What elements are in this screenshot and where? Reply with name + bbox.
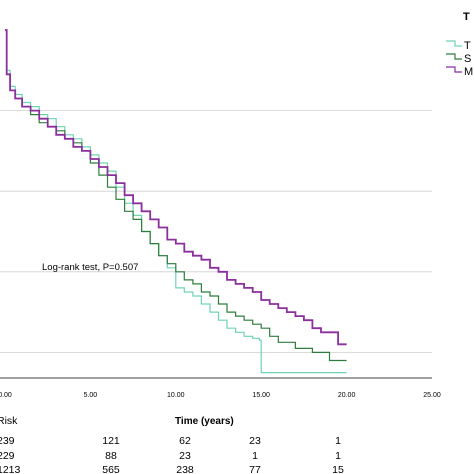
grid-lines xyxy=(0,110,432,353)
x-tick-label: 5.00 xyxy=(84,392,98,399)
legend-swatch xyxy=(446,66,462,73)
risk-table-cell: 1 xyxy=(252,450,258,462)
annotation-text: Log-rank test, P=0.507 xyxy=(42,262,138,273)
legend-title: T xyxy=(463,11,470,23)
legend: T TSM xyxy=(446,11,473,78)
x-tick-label: 20.00 xyxy=(338,392,356,399)
risk-table-cell: 121 xyxy=(102,435,120,447)
legend-label: T xyxy=(464,40,471,52)
x-tick-label: 25.00 xyxy=(423,392,441,399)
risk-table-cell: 77 xyxy=(249,464,261,474)
risk-table-cell: 23 xyxy=(179,450,191,462)
legend-label: M xyxy=(464,66,473,78)
x-tick-labels: 0.00 5.00 10.00 15.00 20.00 25.00 xyxy=(0,392,441,399)
risk-table-cell: 15 xyxy=(332,464,344,474)
survival-curves xyxy=(5,29,347,374)
risk-table-cell: 238 xyxy=(176,464,194,474)
series-line-M xyxy=(5,29,347,346)
series-line-T xyxy=(5,29,347,374)
x-tick-label: 10.00 xyxy=(167,392,185,399)
risk-table-cell: 88 xyxy=(105,450,117,462)
risk-table-cell: 62 xyxy=(179,435,191,447)
risk-table-cell: 23 xyxy=(249,435,261,447)
legend-label: S xyxy=(464,53,471,65)
x-axis-title: Time (years) xyxy=(175,416,234,427)
risk-table-cell: 1 xyxy=(335,435,341,447)
x-tick-label: 15.00 xyxy=(252,392,270,399)
series-line-S xyxy=(5,29,347,362)
risk-table-cell: 565 xyxy=(102,464,120,474)
legend-swatch xyxy=(446,40,462,47)
risk-table-cell: 1 xyxy=(335,450,341,462)
x-tick-label: 0.00 xyxy=(0,392,12,399)
risk-table-header: Risk xyxy=(0,415,18,427)
risk-table-cell: 239 xyxy=(0,435,15,447)
legend-swatch xyxy=(446,53,462,60)
risk-table-cell: 229 xyxy=(0,450,15,462)
